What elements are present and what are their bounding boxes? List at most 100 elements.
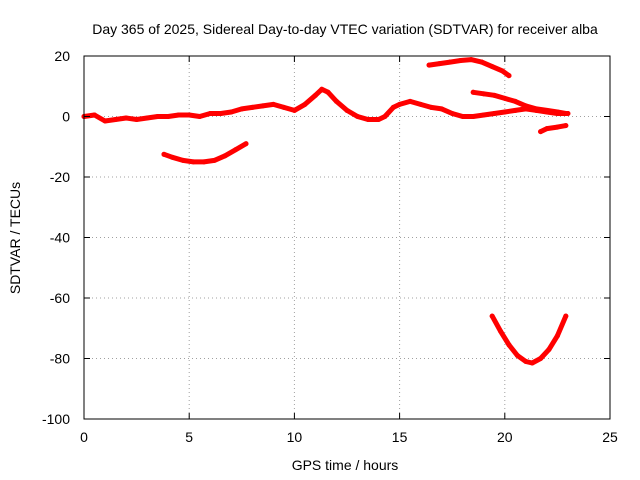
data-point <box>201 159 207 165</box>
data-point <box>113 117 119 123</box>
data-point <box>312 92 318 98</box>
data-point <box>325 89 331 95</box>
data-point <box>260 103 266 109</box>
data-point <box>239 106 245 112</box>
data-point <box>291 107 297 113</box>
data-point <box>479 59 485 65</box>
data-point <box>344 107 350 113</box>
data-point <box>382 114 388 119</box>
data-point <box>523 359 529 365</box>
data-point <box>554 333 560 339</box>
data-point <box>243 141 249 147</box>
data-point <box>134 117 140 123</box>
data-point <box>533 106 539 112</box>
data-point <box>144 115 150 121</box>
data-point <box>176 112 182 118</box>
data-point <box>449 110 455 116</box>
data-point <box>161 151 167 157</box>
data-point <box>180 157 186 163</box>
data-point <box>491 110 497 116</box>
data-point <box>439 106 445 112</box>
data-point <box>523 103 529 109</box>
data-point <box>563 313 569 319</box>
series-track-small-right <box>538 123 569 135</box>
data-point <box>211 157 217 163</box>
data-point <box>355 114 361 119</box>
data-point <box>333 98 339 104</box>
data-point <box>481 91 487 97</box>
series-track-main-1 <box>81 86 571 124</box>
data-point <box>123 115 129 121</box>
data-point <box>563 123 569 129</box>
tick-labels: 0 5 10 15 20 25 -100 -80 -60 -40 -20 0 20 <box>42 48 618 445</box>
y-tick-label: -20 <box>50 169 70 185</box>
data-point <box>502 95 508 101</box>
data-point <box>428 104 434 110</box>
y-axis-title: SDTVAR / TECUs <box>7 182 23 294</box>
axis-ticks <box>83 55 611 420</box>
data-point <box>155 114 161 119</box>
data-point <box>228 109 234 115</box>
data-point <box>437 61 443 67</box>
data-point <box>169 154 175 160</box>
data-point <box>232 147 238 153</box>
data-point <box>544 126 550 132</box>
data-point <box>546 346 552 352</box>
data-point <box>460 114 466 119</box>
data-point <box>538 129 544 135</box>
data-point <box>512 98 518 104</box>
series-line <box>470 89 569 116</box>
series-track-lower-left <box>161 141 249 165</box>
x-tick-label: 10 <box>287 429 303 445</box>
data-point <box>281 104 287 110</box>
data-point <box>190 159 196 165</box>
data-point <box>563 110 569 116</box>
data-point <box>426 62 432 68</box>
data-point <box>458 58 464 64</box>
data-point <box>376 117 382 123</box>
data-point <box>514 352 520 358</box>
data-point <box>319 86 325 92</box>
data-point <box>498 328 504 334</box>
data-point <box>397 101 403 107</box>
data-point <box>538 356 544 361</box>
data-point <box>468 57 474 63</box>
data-point <box>407 98 413 104</box>
data-point <box>207 110 213 116</box>
data-point <box>390 104 396 110</box>
series-line <box>161 141 249 165</box>
data-point <box>102 118 108 124</box>
x-tick-label: 15 <box>392 429 408 445</box>
data-point <box>270 101 276 107</box>
data-series <box>81 57 571 366</box>
data-point <box>491 92 497 98</box>
y-tick-label: 0 <box>62 109 70 125</box>
x-axis-title: GPS time / hours <box>292 457 399 473</box>
data-point <box>249 104 255 110</box>
data-point <box>418 101 424 107</box>
y-tick-label: -40 <box>50 230 70 246</box>
data-point <box>489 313 495 319</box>
series-track-deep-dip <box>489 313 569 366</box>
y-tick-label: -100 <box>42 411 70 427</box>
data-point <box>447 59 453 65</box>
y-tick-label: -60 <box>50 290 70 306</box>
data-point <box>529 360 535 366</box>
series-track-upper-right <box>426 57 512 79</box>
data-point <box>481 112 487 118</box>
data-point <box>302 101 308 107</box>
series-line <box>538 123 569 135</box>
data-point <box>186 112 192 118</box>
data-point <box>470 89 476 95</box>
data-point <box>512 107 518 113</box>
data-point <box>554 124 560 130</box>
series-line <box>489 313 569 366</box>
data-point <box>197 114 203 119</box>
data-point <box>222 153 228 159</box>
data-point <box>92 112 98 118</box>
y-tick-label: 20 <box>54 48 70 64</box>
data-point <box>470 114 476 119</box>
series-track-mid-right <box>470 89 569 116</box>
